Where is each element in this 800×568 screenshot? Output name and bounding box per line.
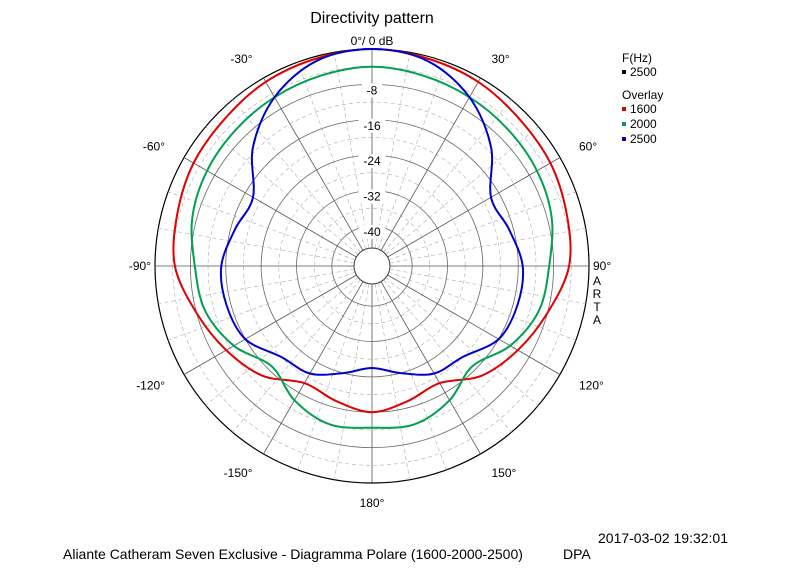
grid-spoke [297,61,367,250]
grid-spoke [205,126,359,255]
legend-label: 1600 [630,102,657,116]
grid-spoke [167,271,356,341]
angle-label: -30° [230,52,252,66]
axis-labels: 30° 60° 90° 120° 150° 180° -150° -120° -90° -60° -… [129,34,612,510]
legend-marker [622,122,626,126]
timestamp: 2017-03-02 19:32:01 [598,530,728,546]
side-letter: T [593,300,601,314]
angle-label: 120° [579,379,604,393]
angle-label: -90° [129,259,151,273]
grid-spoke [389,228,586,264]
grid-spoke [232,279,361,433]
radial-label-bg [358,118,386,133]
grid-spoke [377,61,447,250]
angle-label: 180° [360,496,385,510]
grid-spoke [388,191,577,261]
angle-label: 60° [579,140,597,154]
grid-spoke [232,99,361,253]
series-group [172,48,572,429]
grid-spoke [389,268,586,304]
footer-tag: DPA [563,546,591,562]
radial-label: -16 [363,119,381,133]
grid-spoke [263,77,364,251]
radial-label: -32 [363,190,381,204]
legend-label: 2500 [630,132,657,146]
radial-label-bg [358,154,386,169]
grid-spoke [387,274,561,375]
center-ring [353,247,391,285]
radial-label: -8 [367,83,378,97]
grid-spoke [380,281,481,455]
legend-current-marker [622,70,626,74]
grid-spoke [387,157,561,258]
grid-spoke [167,191,356,261]
grid-spoke [374,52,410,249]
legend-marker [622,137,626,141]
legend-overlay-title: Overlay [622,88,663,102]
angle-label: 150° [492,466,517,480]
grid-spoke [334,283,370,480]
grid-spoke [205,277,359,406]
grid-spoke [334,52,370,249]
side-letter: A [593,313,601,327]
grid-spoke [183,157,357,258]
side-letter: R [593,287,602,301]
grid-spoke [183,274,357,375]
grid-spoke [377,282,447,471]
polar-grid [154,48,590,484]
angle-label: -60° [143,140,165,154]
grid-spoke [385,277,539,406]
series-2500 [219,48,525,376]
grid-spoke [385,126,539,255]
angle-label: -150° [224,466,253,480]
legend-current: 2500 [630,65,657,79]
radial-label-bg [358,189,386,204]
radial-label-bg [358,224,386,239]
legend-marker [622,107,626,111]
series-2000 [190,65,554,429]
angle-label: 30° [492,52,510,66]
grid-spoke [383,279,512,433]
top-label: 0°/ 0 dB [351,34,394,48]
radial-label: -40 [363,225,381,239]
grid-spoke [297,282,367,471]
chart-title: Directivity pattern [310,10,434,27]
angle-label: -120° [136,379,165,393]
grid-spoke [383,99,512,253]
legend-title: F(Hz) [622,51,652,65]
legend-label: 2000 [630,117,657,131]
chart-caption: Aliante Catheram Seven Exclusive - Diagr… [63,546,523,562]
grid-spoke [380,77,481,251]
grid-spoke [374,283,410,480]
grid-spoke [158,228,355,264]
radial-label-bg [362,83,382,98]
grid-spoke [263,281,364,455]
series-1600 [172,48,572,414]
grid-spoke [388,271,577,341]
side-letter: A [593,274,601,288]
grid-spoke [158,268,355,304]
radial-label: -24 [363,154,381,168]
angle-label: 90° [593,259,611,273]
